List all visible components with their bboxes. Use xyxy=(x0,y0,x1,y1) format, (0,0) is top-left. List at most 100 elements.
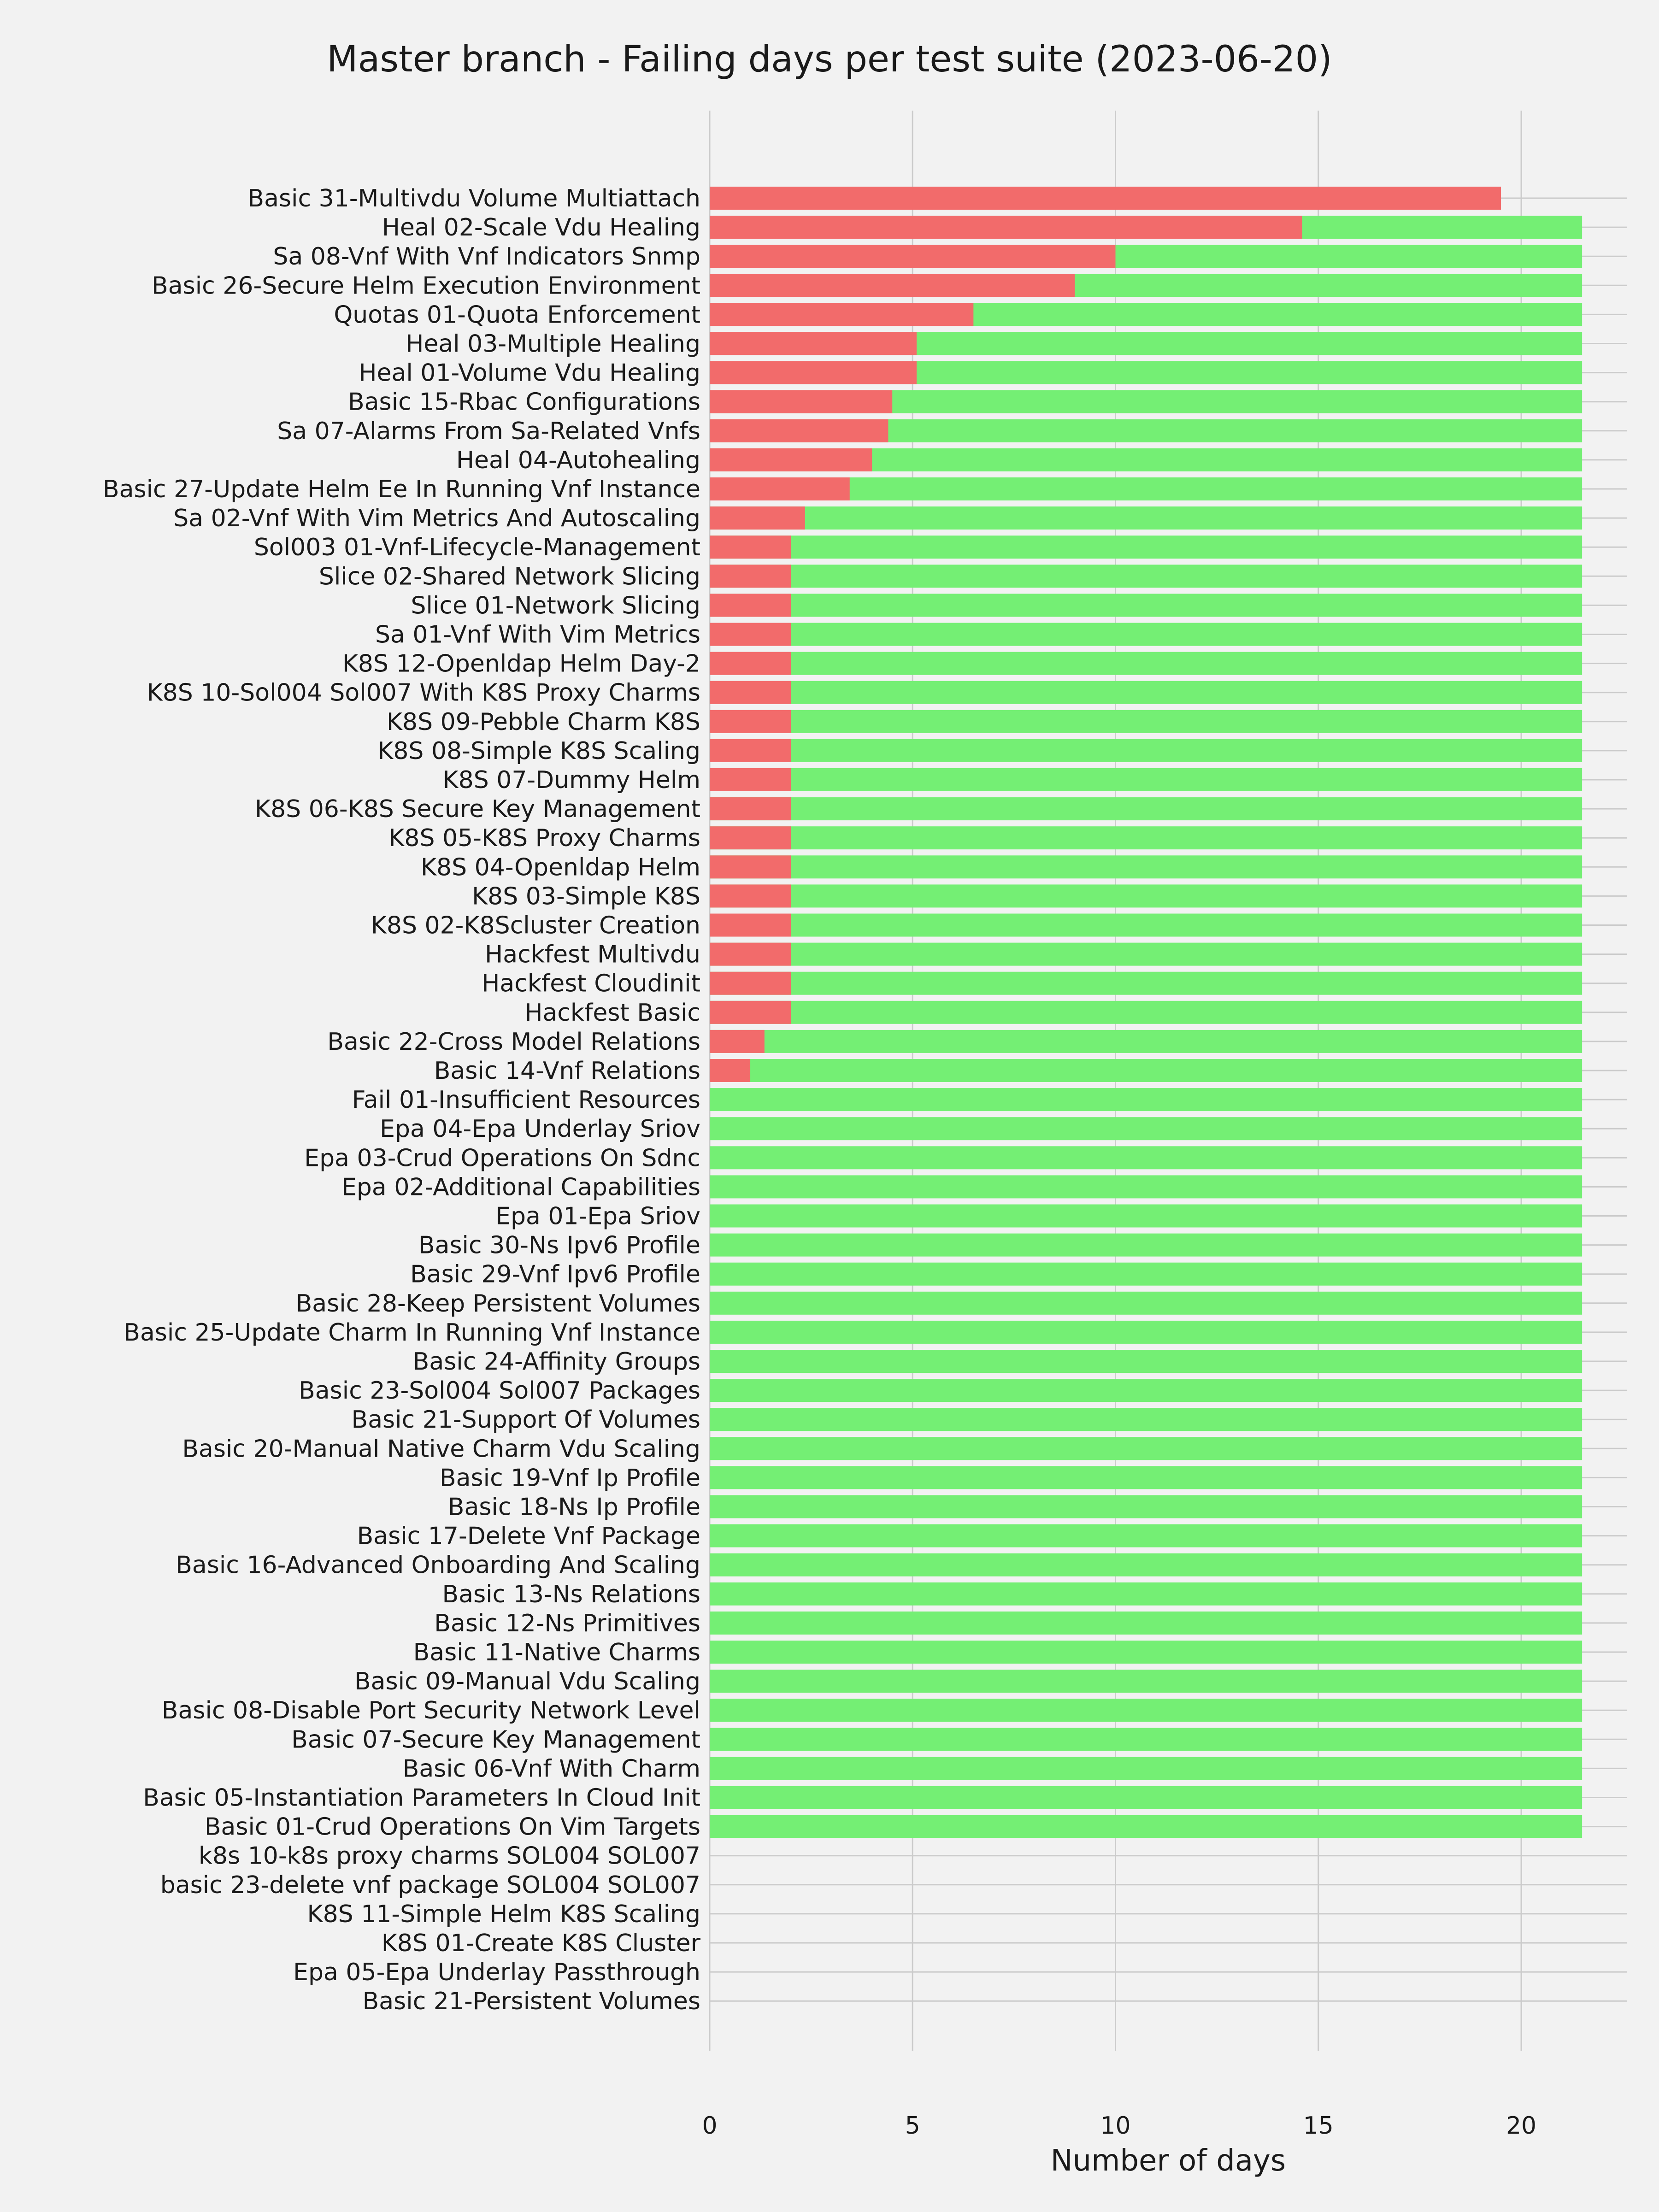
bar-passing xyxy=(710,1641,1583,1664)
y-tick-label: Heal 04-Autohealing xyxy=(456,447,700,474)
bar-passing xyxy=(710,681,1583,704)
y-tick-label: Basic 25-Update Charm In Running Vnf Ins… xyxy=(124,1319,700,1347)
y-tick-label: K8S 02-K8Scluster Creation xyxy=(371,912,700,940)
bars-layer xyxy=(710,187,1583,1838)
bar-passing xyxy=(710,652,1583,675)
chart-title: Master branch - Failing days per test su… xyxy=(327,39,1332,80)
bar-passing xyxy=(710,535,1583,559)
bar-failing xyxy=(710,390,893,413)
y-tick-label: K8S 05-K8S Proxy Charms xyxy=(388,824,700,852)
bar-passing xyxy=(710,710,1583,733)
bar-failing xyxy=(710,942,791,966)
y-tick-label: Hackfest Multivdu xyxy=(485,941,700,969)
bar-passing xyxy=(710,623,1583,646)
x-tick-labels: 0 5 10 15 20 xyxy=(702,2112,1536,2140)
bar-passing xyxy=(710,1757,1583,1780)
y-tick-label: K8S 04-Openldap Helm xyxy=(421,853,700,881)
y-tick-label: Basic 14-Vnf Relations xyxy=(434,1057,700,1085)
x-tick-label: 20 xyxy=(1506,2112,1536,2140)
bar-failing xyxy=(710,1059,751,1082)
y-tick-label: Basic 13-Ns Relations xyxy=(442,1581,700,1608)
bar-passing xyxy=(710,1350,1583,1373)
bar-failing xyxy=(710,971,791,995)
bar-failing xyxy=(710,768,791,791)
y-tick-label: K8S 03-Simple K8S xyxy=(472,882,700,910)
y-tick-label: K8S 06-K8S Secure Key Management xyxy=(255,795,700,823)
bar-failing xyxy=(710,216,1302,239)
y-tick-label: Basic 01-Crud Operations On Vim Targets xyxy=(205,1813,700,1841)
bar-passing xyxy=(710,768,1583,791)
y-tick-label: Hackfest Cloudinit xyxy=(482,970,700,998)
bar-failing xyxy=(710,1000,791,1024)
x-tick-label: 0 xyxy=(702,2112,717,2140)
bar-passing xyxy=(710,1495,1583,1518)
bar-passing xyxy=(710,1611,1583,1635)
y-tick-label: Epa 03-Crud Operations On Sdnc xyxy=(304,1144,700,1172)
y-tick-label: Basic 23-Sol004 Sol007 Packages xyxy=(299,1377,700,1405)
y-tick-label: Basic 12-Ns Primitives xyxy=(434,1610,700,1637)
bar-failing xyxy=(710,535,791,559)
bar-failing xyxy=(710,826,791,850)
y-tick-label: Basic 08-Disable Port Security Network L… xyxy=(162,1697,700,1724)
y-tick-label: K8S 09-Pebble Charm K8S xyxy=(387,708,700,736)
y-tick-label: K8S 07-Dummy Helm xyxy=(443,766,700,794)
y-tick-label: Basic 29-Vnf Ipv6 Profile xyxy=(410,1261,700,1288)
bar-passing xyxy=(710,855,1583,879)
y-tick-label: Basic 27-Update Helm Ee In Running Vnf I… xyxy=(103,476,700,503)
bar-failing xyxy=(710,884,791,908)
bar-failing xyxy=(710,681,791,704)
bar-passing xyxy=(710,1728,1583,1751)
bar-passing xyxy=(710,1146,1583,1170)
y-tick-label: Basic 19-Vnf Ip Profile xyxy=(440,1464,700,1492)
bar-passing xyxy=(710,1699,1583,1722)
y-tick-label: Basic 22-Cross Model Relations xyxy=(327,1028,700,1056)
y-tick-label: K8S 01-Create K8S Cluster xyxy=(382,1930,701,1957)
y-tick-label: Epa 04-Epa Underlay Sriov xyxy=(380,1115,700,1143)
y-tick-label: Sa 02-Vnf With Vim Metrics And Autoscali… xyxy=(173,505,700,532)
y-tick-label: Epa 02-Additional Capabilities xyxy=(341,1173,700,1201)
y-tick-label: Basic 28-Keep Persistent Volumes xyxy=(296,1290,700,1318)
y-tick-label: Basic 20-Manual Native Charm Vdu Scaling xyxy=(182,1435,700,1463)
bar-failing xyxy=(710,913,791,937)
x-tick-label: 10 xyxy=(1100,2112,1130,2140)
y-tick-label: Hackfest Basic xyxy=(524,999,700,1027)
y-tick-label: Basic 09-Manual Vdu Scaling xyxy=(354,1668,700,1695)
bar-passing xyxy=(710,1408,1583,1431)
y-tick-label: Epa 01-Epa Sriov xyxy=(495,1203,700,1230)
bar-passing xyxy=(710,1030,1583,1053)
bar-passing xyxy=(710,1175,1583,1199)
bar-passing xyxy=(710,565,1583,588)
y-tick-label: Epa 05-Epa Underlay Passthrough xyxy=(293,1959,700,1986)
bar-passing xyxy=(710,1786,1583,1809)
x-tick-label: 15 xyxy=(1303,2112,1334,2140)
y-tick-label: Basic 31-Multivdu Volume Multiattach xyxy=(247,185,700,212)
bar-passing xyxy=(710,971,1583,995)
y-tick-label: Basic 17-Delete Vnf Package xyxy=(357,1523,700,1550)
bar-passing xyxy=(710,1437,1583,1460)
y-tick-labels: Basic 31-Multivdu Volume Multiattach Heal… xyxy=(103,185,701,2015)
bar-failing xyxy=(710,245,1116,268)
y-tick-label: Basic 16-Advanced Onboarding And Scaling xyxy=(176,1552,700,1579)
bar-failing xyxy=(710,361,917,384)
y-tick-label: K8S 11-Simple Helm K8S Scaling xyxy=(307,1900,700,1928)
x-tick-label: 5 xyxy=(905,2112,920,2140)
y-tick-label: Heal 03-Multiple Healing xyxy=(406,330,700,358)
bar-failing xyxy=(710,565,791,588)
bar-passing xyxy=(710,1466,1583,1489)
bar-passing xyxy=(710,1262,1583,1286)
y-tick-label: K8S 12-Openldap Helm Day-2 xyxy=(342,650,700,678)
bar-failing xyxy=(710,506,805,530)
bar-failing xyxy=(710,448,872,471)
y-tick-label: Basic 11-Native Charms xyxy=(413,1639,700,1666)
bar-passing xyxy=(710,1233,1583,1257)
bar-failing xyxy=(710,652,791,675)
y-tick-label: Basic 24-Affinity Groups xyxy=(413,1348,700,1376)
bar-passing xyxy=(710,1379,1583,1402)
y-tick-label: Quotas 01-Quota Enforcement xyxy=(334,301,700,329)
y-tick-label: Basic 21-Support Of Volumes xyxy=(352,1406,700,1434)
x-axis-label: Number of days xyxy=(1051,2144,1286,2178)
bar-passing xyxy=(710,1000,1583,1024)
y-tick-label: Basic 05-Instantiation Parameters In Clo… xyxy=(143,1784,700,1812)
y-tick-label: Basic 18-Ns Ip Profile xyxy=(448,1494,700,1521)
y-tick-label: Basic 26-Secure Helm Execution Environme… xyxy=(152,272,700,300)
